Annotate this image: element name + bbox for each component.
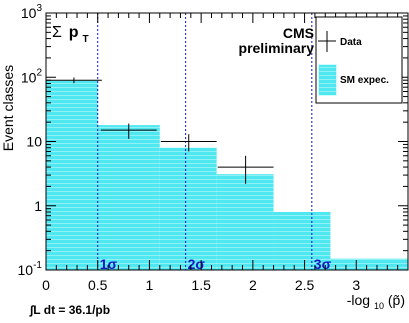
y-axis-title: Event classes [0,65,16,151]
sm-bar-5 [330,258,408,270]
sm-bar-4 [273,211,331,270]
cms-label-line1: CMS [283,25,314,41]
x-tick-label-5: 2.5 [295,277,315,293]
sm-expectation-bars [46,80,408,270]
y-tick-label-exp: 2 [36,67,42,78]
luminosity-label: ∫L dt = 36.1/pb [29,303,110,317]
x-tick-label-1: 0.5 [88,277,108,293]
y-tick-label-1: 1 [34,198,42,214]
sm-bar-3 [216,174,274,270]
sigma-label-1: 1σ [100,256,118,272]
title-symbol: Σ [52,24,62,41]
y-tick-label-base: 10 [26,134,42,150]
cms-label-line2: preliminary [239,40,315,56]
y-tick-label-base: 10 [18,262,34,278]
title-subscript: T [82,34,88,45]
sm-bar-2 [159,147,217,270]
x-tick-label-4: 2 [249,277,257,293]
chart-title: Σ p T [52,24,89,45]
legend-data-label: Data [340,37,362,48]
y-tick-label-3: 102 [21,67,43,85]
y-tick-label-base: 1 [34,198,42,214]
x-tick-label-3: 1.5 [191,277,211,293]
x-axis-title-prefix: -log [347,292,370,308]
y-tick-label-0: 10-1 [18,260,43,278]
legend: Data SM expec. [315,16,403,104]
legend-sm-swatch [318,64,337,96]
x-tick-label-2: 1 [146,277,154,293]
x-axis-title-sub: 10 [374,301,384,311]
legend-sm-label: SM expec. [340,75,389,86]
y-tick-label-2: 10 [26,134,42,150]
x-axis-title-suffix: (p̃) [388,292,405,308]
x-tick-label-6: 3 [352,277,360,293]
y-tick-label-4: 103 [21,3,43,21]
x-ticks: 0 0.5 1 1.5 2 2.5 3 [42,13,409,293]
sm-bar-1 [97,125,160,270]
sm-bar-0 [46,80,98,270]
sigma-label-3: 3σ [314,256,332,272]
data-points [46,77,274,184]
y-tick-label-exp: -1 [33,260,42,271]
y-tick-label-exp: 3 [36,3,42,14]
x-tick-label-0: 0 [42,277,50,293]
y-tick-label-base: 10 [21,5,37,21]
x-axis-title: -log 10 (p̃) [347,292,405,312]
title-text: p [69,24,79,41]
y-tick-label-base: 10 [21,69,37,85]
